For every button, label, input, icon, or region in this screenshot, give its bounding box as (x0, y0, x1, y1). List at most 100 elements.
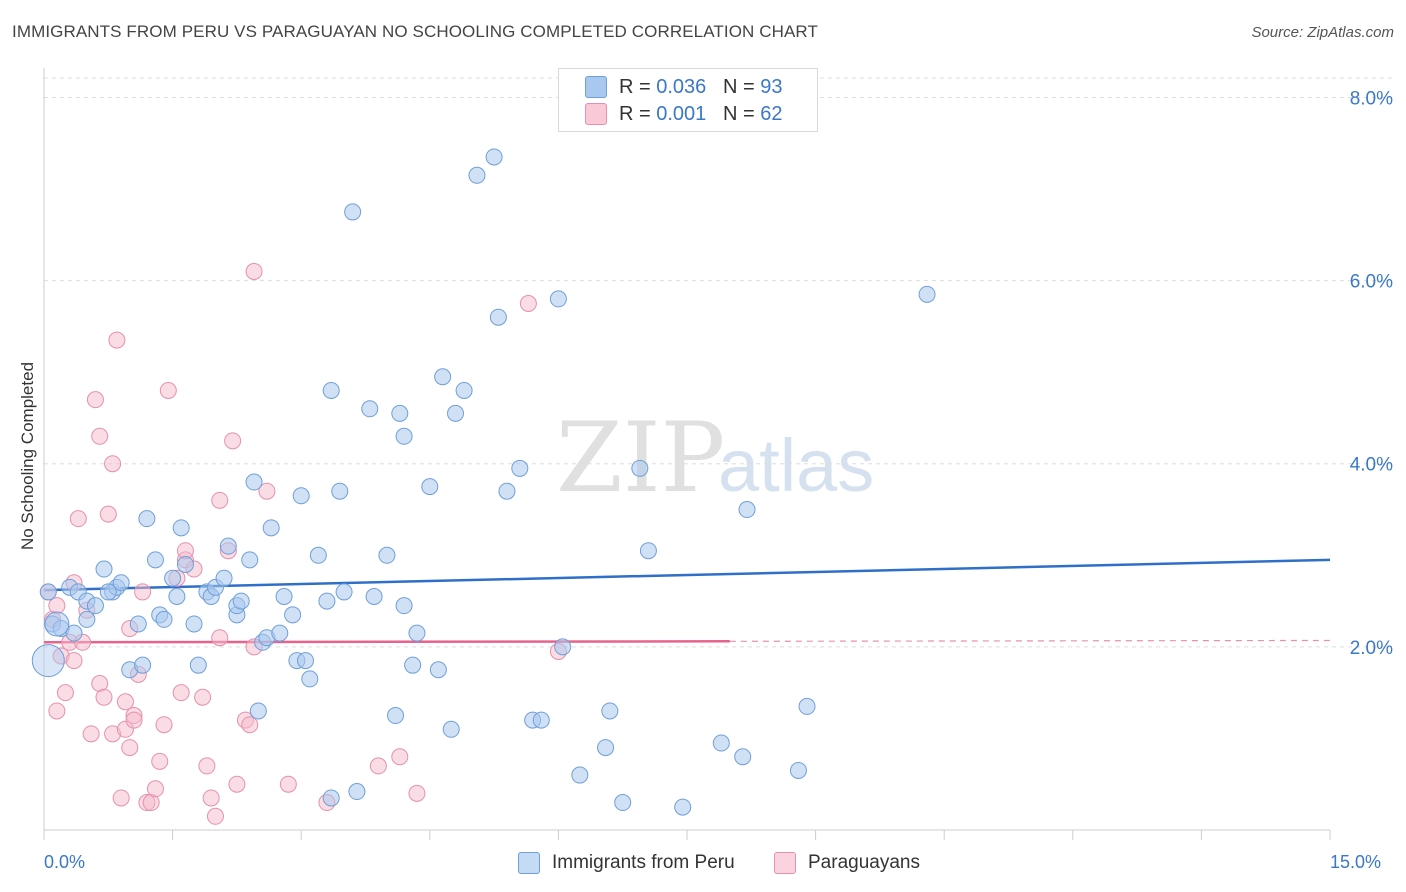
r-value: 0.036 (656, 75, 707, 98)
peru-points (31, 148, 936, 816)
peru-swatch (585, 76, 607, 98)
peru-point (597, 739, 615, 757)
peru-point (571, 766, 589, 784)
peru-point (798, 697, 816, 715)
peru-point (434, 368, 452, 386)
peru-point (442, 720, 460, 738)
n-label: N = (723, 102, 761, 125)
peru-point (39, 583, 57, 601)
peru-point (292, 487, 310, 505)
series-legend: Immigrants from Peru Paraguayans (0, 852, 1406, 878)
legend-row-paraguayans: R = 0.001 N = 62 (585, 101, 783, 127)
peru-point (219, 537, 237, 555)
peru-point (301, 670, 319, 688)
legend-r: R = 0.036 (619, 76, 723, 99)
x-tick-max: 15.0% (1330, 852, 1382, 872)
peru-point (447, 404, 465, 422)
peru-point (404, 656, 422, 674)
peru-point (129, 615, 147, 633)
paraguayans-point (194, 688, 212, 706)
paraguayans-point (82, 725, 100, 743)
peru-point (232, 592, 250, 610)
peru-swatch (518, 852, 540, 874)
y-tick-label: 6.0% (1350, 272, 1393, 293)
paraguayans-point (134, 583, 152, 601)
peru-point (176, 555, 194, 573)
paraguayans-trend-line (43, 640, 730, 644)
paraguayans-point (211, 491, 229, 509)
peru-point (421, 478, 439, 496)
peru-point (284, 606, 302, 624)
peru-point (296, 652, 314, 670)
peru-point (99, 583, 117, 601)
r-value: 0.001 (656, 102, 707, 125)
paraguayans-point (228, 775, 246, 793)
watermark: ZIP atlas (556, 402, 874, 514)
peru-point (331, 482, 349, 500)
x-tick-min: 0.0% (44, 852, 86, 872)
peru-point (164, 569, 182, 587)
paraguayans-point (95, 688, 113, 706)
paraguayans-point (159, 381, 177, 399)
paraguayans-point (91, 427, 109, 445)
paraguayans-trend-extension (729, 639, 1331, 642)
peru-point (614, 794, 632, 812)
peru-point (138, 510, 156, 528)
peru-point (391, 404, 409, 422)
watermark-atlas: atlas (718, 424, 874, 507)
paraguayans-point (224, 432, 242, 450)
n-value: 62 (760, 102, 783, 125)
paraguayans-point (211, 629, 229, 647)
paraguayans-point (279, 775, 297, 793)
chart-title: IMMIGRANTS FROM PERU VS PARAGUAYAN NO SC… (12, 22, 818, 41)
peru-point (601, 702, 619, 720)
peru-point (249, 702, 267, 720)
peru-point (344, 203, 362, 221)
paraguayans-point (369, 757, 387, 775)
watermark-zip: ZIP (556, 402, 725, 514)
peru-point (712, 734, 730, 752)
paraguayans-point (104, 455, 122, 473)
paraguayans-point (391, 748, 409, 766)
peru-point (532, 711, 550, 729)
peru-point (335, 583, 353, 601)
paraguayans-point (172, 684, 190, 702)
peru-point (271, 624, 289, 642)
peru-point (262, 519, 280, 537)
peru-point (318, 592, 336, 610)
paraguayans-swatch (585, 103, 607, 125)
peru-point (511, 459, 529, 477)
peru-point-cluster (44, 611, 70, 637)
paraguayans-point (202, 789, 220, 807)
n-value: 93 (760, 75, 783, 98)
paraguayans-point (99, 505, 117, 523)
paraguayans-point (241, 716, 259, 734)
legend-item-peru: Immigrants from Peru (518, 852, 735, 874)
peru-point (468, 166, 486, 184)
legend-label-peru: Immigrants from Peru (552, 852, 735, 873)
paraguayans-point (69, 510, 87, 528)
peru-point (245, 473, 263, 491)
paraguayans-point (108, 331, 126, 349)
paraguayans-point (206, 807, 224, 825)
paraguayans-point (146, 780, 164, 798)
stats-legend: R = 0.036 N = 93 R = 0.001 N = 62 (558, 68, 818, 132)
peru-point (322, 381, 340, 399)
legend-item-paraguayans: Paraguayans (774, 852, 920, 874)
paraguayans-point (155, 716, 173, 734)
peru-point (378, 546, 396, 564)
peru-point (309, 546, 327, 564)
paraguayans-points (39, 262, 567, 825)
y-tick-label: 4.0% (1350, 455, 1393, 476)
source-credit: Source: ZipAtlas.com (1251, 24, 1394, 41)
peru-point (554, 638, 572, 656)
peru-point (918, 285, 936, 303)
peru-point (241, 551, 259, 569)
peru-trend-line (43, 558, 1331, 592)
n-label: N = (723, 75, 761, 98)
paraguayans-point (56, 684, 74, 702)
paraguayans-point (519, 294, 537, 312)
y-tick-label: 2.0% (1350, 638, 1393, 659)
legend-label-paraguayans: Paraguayans (808, 852, 920, 873)
